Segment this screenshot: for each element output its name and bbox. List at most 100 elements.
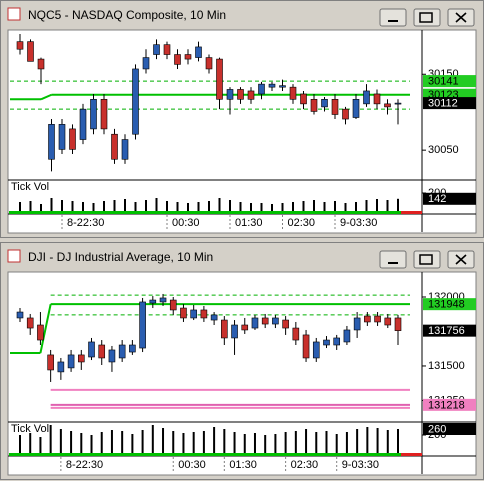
candle-body [247,90,255,100]
price-label-box [423,398,476,411]
candle-body [210,314,218,321]
close-glyph [455,12,467,23]
candle-body [216,58,223,100]
candle-body [69,128,76,150]
candle-body [282,319,289,329]
candle-body [272,317,279,325]
candle-body [100,99,108,130]
candle-body [48,124,55,160]
volume-bar [315,432,318,455]
session-bar [9,453,401,456]
volume-bar [92,203,95,213]
volume-bar [29,201,32,213]
volume-bar [334,201,336,213]
candle-body [374,315,381,323]
x-tick-label: 8-22:30 [67,217,104,229]
volume-bar [386,200,389,213]
y-tick-label: 131500 [428,360,465,372]
volume-bar [365,200,368,213]
candle-body [241,324,249,331]
x-tick-label: 01:30 [229,459,257,471]
session-bar [401,453,422,456]
candle-body [57,361,65,373]
restore-glyph [419,12,433,23]
candle-body [300,93,307,105]
candle-body [79,108,87,140]
volume-bar [386,430,389,455]
volume-bar [141,430,144,455]
price-label: 30112 [428,98,458,110]
candle-body [163,44,171,55]
candle-body [129,344,136,353]
candle-body [323,339,330,346]
x-tick-label: 9-03:30 [342,459,379,471]
volume-bar [281,203,284,213]
window-title: NQC5 - NASDAQ Composite, 10 Min [28,8,226,22]
candle-body [159,297,167,303]
volume-bar [376,199,378,213]
volume-bar [397,198,399,213]
candle-body [363,90,370,105]
candle-body [142,57,150,70]
volume-bar [110,430,113,455]
volume-bar [70,431,73,455]
volume-bar [233,432,236,455]
candle-body [237,89,244,100]
volume-label: Tick Vol [11,181,49,193]
x-tick-label: 9-03:30 [340,217,377,229]
volume-bar [187,203,189,213]
candle-body [312,341,320,359]
volume-bar [49,425,52,455]
candle-body [384,317,392,326]
price-label: 131218 [428,399,465,411]
candle-body [251,317,259,329]
volume-bar [202,431,205,455]
candle-body [231,324,238,339]
volume-bar [59,429,62,455]
volume-bar [292,202,294,213]
volume-bar [197,202,200,213]
volume-bar [100,432,103,455]
session-bar [401,211,422,214]
chart-area [7,271,477,476]
candle-body [353,317,361,331]
candle-body [310,99,318,112]
candle-body [121,139,129,160]
candle-body [394,317,402,331]
price-label-box [423,97,476,110]
restore-button[interactable] [413,8,441,27]
volume-bar [218,198,221,213]
volume-bar [239,202,242,213]
candle-body [302,334,310,359]
volume-bar [345,432,348,455]
candle-body [139,301,146,349]
chart-area [7,29,477,234]
candle-body [221,319,228,339]
candle-body [16,41,24,50]
volume-current: 142 [428,193,446,205]
candle-body [289,86,297,100]
candle-body [118,344,126,359]
volume-bar [61,200,63,213]
close-glyph [455,254,467,265]
volume-bar [229,200,231,213]
price-label: 131948 [428,299,465,311]
restore-button[interactable] [413,250,441,269]
candle-body [258,83,265,95]
volume-bar [325,431,328,455]
candle-body [394,102,402,105]
volume-bar [192,432,195,455]
volume-bar [39,437,42,455]
minimize-button[interactable] [379,250,407,269]
volume-bar [182,433,185,455]
candle-body [26,317,34,329]
volume-bar [271,204,273,213]
minimize-button[interactable] [379,8,407,27]
volume-bar [302,201,305,213]
candle-body [16,311,24,319]
y-tick-label: 30050 [428,144,459,156]
volume-bar [284,432,287,455]
volume-current: 260 [428,423,446,435]
volume-bar [356,429,359,455]
candle-body [77,354,85,363]
